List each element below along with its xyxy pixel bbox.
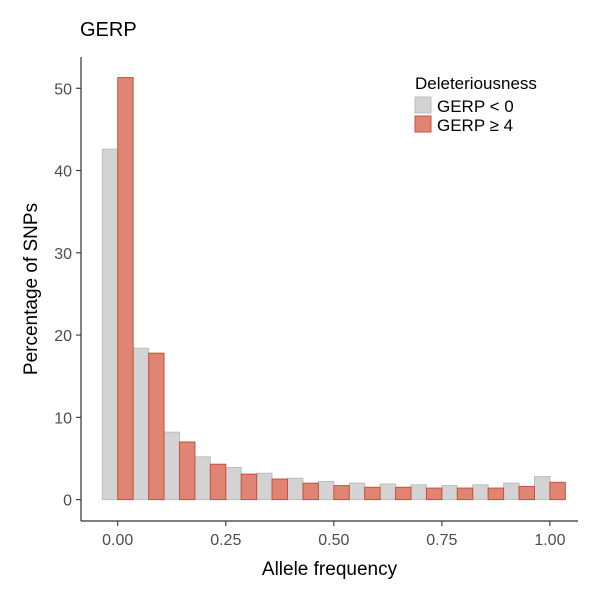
x-tick-label: 0.25 bbox=[210, 532, 241, 549]
bar-gerp-neg bbox=[348, 482, 366, 501]
bar-gerp-neg bbox=[256, 472, 273, 501]
bar-gerp-neg bbox=[317, 481, 335, 501]
legend-label-gerp-neg: GERP < 0 bbox=[437, 97, 514, 116]
bar-gerp-neg bbox=[441, 485, 458, 501]
bar-gerp-high bbox=[117, 77, 134, 501]
bar-gerp-neg bbox=[410, 484, 427, 501]
bar-gerp-neg bbox=[287, 477, 304, 501]
bar-gerp-neg bbox=[379, 483, 397, 501]
x-tick-label: 0.00 bbox=[102, 532, 133, 549]
bars-layer bbox=[101, 77, 566, 501]
bar-gerp-high bbox=[209, 463, 227, 501]
ticks-layer: 0.00 0.25 0.50 0.75 1.00 0 10 20 30 40 50 bbox=[54, 81, 565, 549]
x-tick-label: 0.50 bbox=[318, 532, 349, 549]
bar-gerp-high bbox=[487, 487, 505, 501]
legend-swatch-gerp-high bbox=[414, 115, 432, 133]
bar-gerp-neg bbox=[503, 482, 520, 501]
bar-gerp-high bbox=[302, 482, 319, 501]
y-tick-label: 0 bbox=[63, 493, 72, 510]
y-tick-label: 40 bbox=[54, 164, 72, 181]
bar-gerp-high bbox=[333, 485, 350, 501]
bar-gerp-high bbox=[456, 487, 474, 501]
bar-gerp-high bbox=[178, 441, 196, 501]
bar-gerp-neg bbox=[132, 347, 150, 501]
bar-gerp-high bbox=[271, 478, 288, 501]
bar-gerp-neg bbox=[533, 476, 551, 501]
x-tick-label: 1.00 bbox=[534, 532, 565, 549]
bar-gerp-neg bbox=[101, 148, 119, 501]
y-tick-label: 30 bbox=[54, 246, 72, 263]
bar-gerp-high bbox=[549, 481, 566, 501]
bar-gerp-neg bbox=[225, 467, 242, 501]
x-tick-label: 0.75 bbox=[426, 532, 457, 549]
x-axis-title: Allele frequency bbox=[262, 559, 398, 580]
bar-gerp-high bbox=[364, 486, 381, 501]
bar-gerp-neg bbox=[194, 456, 211, 501]
y-tick-label: 20 bbox=[54, 328, 72, 345]
bar-gerp-high bbox=[425, 487, 443, 501]
bar-gerp-high bbox=[240, 473, 258, 501]
bar-gerp-neg bbox=[472, 484, 489, 501]
bar-gerp-high bbox=[148, 352, 165, 501]
y-tick-label: 10 bbox=[54, 410, 72, 427]
y-tick-label: 50 bbox=[54, 81, 72, 98]
legend-label-gerp-high: GERP ≥ 4 bbox=[437, 116, 513, 135]
chart-title: GERP bbox=[80, 19, 137, 41]
legend-title: Deleteriousness bbox=[415, 74, 537, 93]
bar-gerp-high bbox=[395, 486, 412, 501]
y-axis-title: Percentage of SNPs bbox=[21, 203, 42, 375]
bar-gerp-high bbox=[518, 485, 535, 501]
legend: Deleteriousness GERP < 0 GERP ≥ 4 bbox=[414, 74, 537, 135]
legend-swatch-gerp-neg bbox=[414, 96, 432, 114]
bar-gerp-neg bbox=[163, 431, 180, 501]
